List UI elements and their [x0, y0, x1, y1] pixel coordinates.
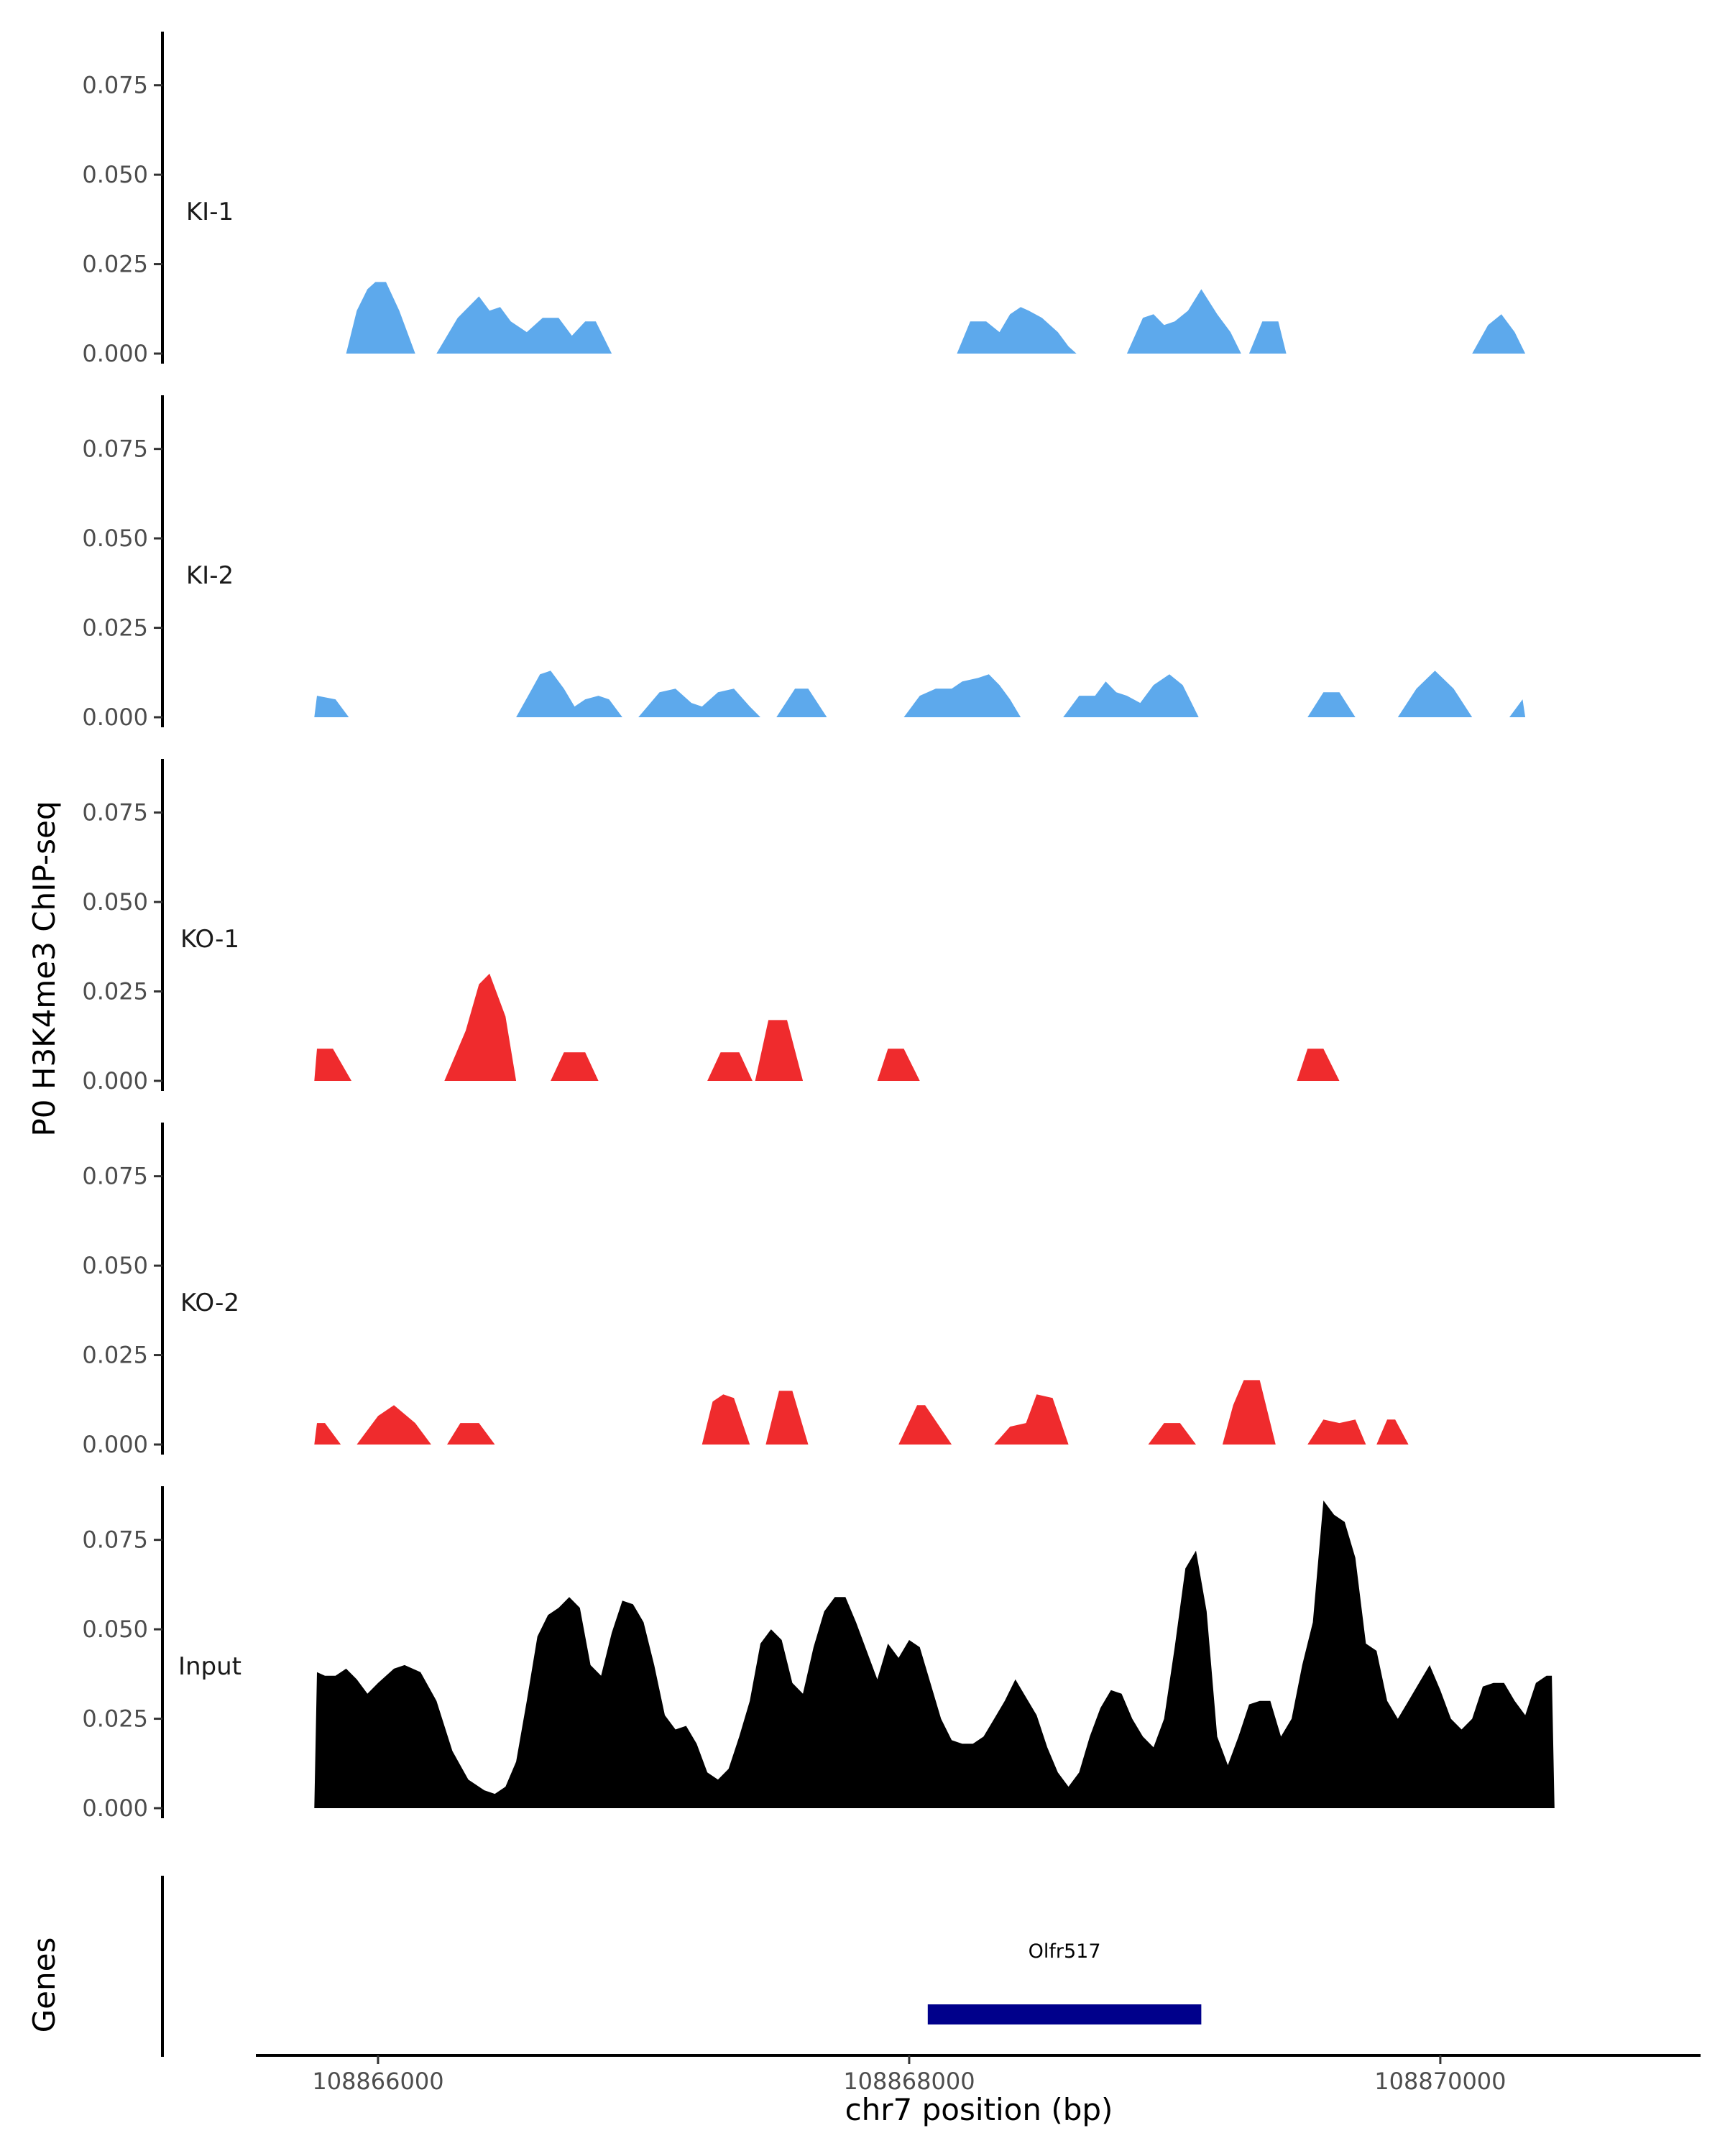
x-tick-label: 108868000: [843, 2068, 975, 2095]
track-panel-ko-1: 0.000 0.025 0.050 0.075 KO-1: [82, 759, 1340, 1095]
x-tick-label: 108866000: [312, 2068, 443, 2095]
y-tick-label: 0.075: [82, 72, 148, 99]
coverage-area-input: [314, 1500, 1555, 1808]
y-tick-label: 0.075: [82, 436, 148, 463]
gene-label: Olfr517: [1029, 1940, 1101, 1963]
y-tick-label: 0.000: [82, 1067, 148, 1095]
track-label-ko-2: KO-2: [180, 1289, 239, 1317]
y-tick-label: 0.075: [82, 1163, 148, 1190]
y-tick-label: 0.000: [82, 704, 148, 731]
y-tick-label: 0.000: [82, 1431, 148, 1458]
y-tick-label: 0.025: [82, 614, 148, 642]
coverage-area-ki-2: [314, 671, 1526, 717]
y-tick-label: 0.050: [82, 888, 148, 916]
coverage-area-ko-1: [314, 973, 1340, 1081]
coverage-area-ko-2: [314, 1380, 1409, 1445]
track-panel-ki-1: 0.000 0.025 0.050 0.075 KI-1: [82, 32, 1526, 367]
track-label-input: Input: [178, 1652, 242, 1681]
y-tick-label: 0.075: [82, 799, 148, 826]
y-tick-label: 0.050: [82, 1252, 148, 1279]
y-tick-label: 0.050: [82, 161, 148, 188]
genes-axis-title: Genes: [27, 1938, 62, 2033]
y-tick-label: 0.025: [82, 1342, 148, 1369]
coverage-area-ki-1: [346, 282, 1526, 354]
y-tick-label: 0.000: [82, 340, 148, 367]
x-axis-title: chr7 position (bp): [845, 2092, 1113, 2127]
genes-layer: Olfr517: [161, 1876, 1202, 2057]
y-tick-label: 0.025: [82, 1705, 148, 1733]
x-tick-label: 108870000: [1374, 2068, 1506, 2095]
y-tick-label: 0.025: [82, 978, 148, 1005]
y-tick-label: 0.075: [82, 1526, 148, 1554]
y-tick-label: 0.000: [82, 1795, 148, 1822]
track-label-ki-1: KI-1: [186, 198, 234, 226]
track-label-ki-2: KI-2: [186, 561, 234, 590]
track-panel-ko-2: 0.000 0.025 0.050 0.075 KO-2: [82, 1123, 1409, 1458]
track-label-ko-1: KO-1: [180, 925, 239, 954]
track-panel-input: 0.000 0.025 0.050 0.075 Input: [82, 1486, 1555, 1822]
y-tick-label: 0.050: [82, 1616, 148, 1643]
x-axis: 108866000 108868000 108870000: [256, 2054, 1701, 2095]
tracks-layer: 0.0000.0250.0500.075KI-10.0000.0250.0500…: [82, 32, 1555, 1822]
y-tick-label: 0.025: [82, 251, 148, 278]
track-panel-ki-2: 0.000 0.025 0.050 0.075 KI-2: [82, 395, 1526, 731]
gene-bar: [927, 2004, 1202, 2024]
y-tick-label: 0.050: [82, 525, 148, 552]
y-axis-title: P0 H3K4me3 ChIP-seq: [27, 801, 62, 1136]
